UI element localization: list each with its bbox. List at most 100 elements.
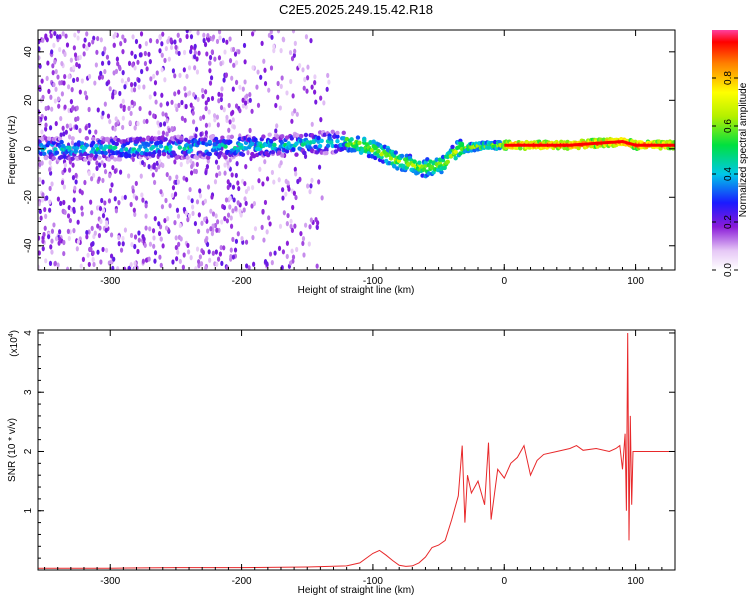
spectrogram-cell <box>316 135 321 141</box>
spectrogram-cell <box>278 223 283 229</box>
spectrogram-cell <box>114 116 118 122</box>
colorbar-ticks: 0.0 0.2 0.4 0.6 0.8 <box>712 71 738 277</box>
spectrogram-cell <box>119 147 124 153</box>
spectrogram-cell <box>208 80 213 86</box>
spectrogram-x-label: Height of straight line (km) <box>298 285 415 296</box>
colorbar-label: Normalized spectral amplitude <box>738 82 749 217</box>
spectrogram-cell <box>197 259 201 265</box>
spectrogram-cell <box>187 65 192 71</box>
spectrogram-cell <box>141 197 145 203</box>
spectrogram-cell <box>194 168 198 175</box>
spectrogram-cell <box>335 130 340 136</box>
spectrogram-cell <box>158 254 162 260</box>
spectrogram-cell <box>143 242 147 248</box>
spectrogram-cell <box>83 157 88 162</box>
spectrogram-cell <box>60 179 65 186</box>
x-tick-label: 0 <box>501 576 507 587</box>
spectrogram-cell <box>137 77 141 83</box>
spectrogram-cell <box>229 247 233 253</box>
spectrogram-cell <box>273 250 277 256</box>
spectrogram-cell <box>161 31 165 37</box>
spectrogram-cell <box>164 112 168 118</box>
spectrogram-cell <box>225 114 229 120</box>
spectrogram-cell <box>219 96 223 103</box>
spectrogram-cell <box>303 132 309 138</box>
spectrogram-cell <box>157 221 161 227</box>
spectrogram-cell <box>160 67 164 73</box>
spectrogram-cell <box>188 30 192 34</box>
spectrogram-cell <box>38 38 41 45</box>
spectrogram-cell <box>313 89 317 95</box>
spectrogram-cell <box>459 143 465 148</box>
spectrogram-cell <box>165 171 169 178</box>
spectrogram-cell <box>293 108 297 114</box>
spectrogram-cell <box>144 257 149 263</box>
spectrogram-cell <box>243 79 247 85</box>
spectrogram-cell <box>101 213 106 219</box>
spectrogram-cells <box>38 30 675 270</box>
spectrogram-cell <box>61 31 65 37</box>
spectrogram-cell <box>57 136 63 142</box>
spectrogram-cell <box>518 146 523 151</box>
spectrogram-cell <box>185 33 189 40</box>
spectrogram-cell <box>63 162 67 168</box>
spectrogram-cell <box>197 212 201 218</box>
spectrogram-cell <box>218 35 222 41</box>
spectrogram-cell <box>189 48 193 55</box>
spectrogram-cell <box>294 171 298 177</box>
spectrogram-cell <box>163 77 167 83</box>
spectrogram-cell <box>222 245 226 251</box>
spectrogram-cell <box>229 215 233 221</box>
spectrogram-cell <box>51 156 56 161</box>
spectrogram-cell <box>67 204 71 211</box>
spectrogram-cell <box>149 76 153 82</box>
spectrogram-cell <box>237 49 241 55</box>
spectrogram-cell <box>90 140 96 145</box>
spectrogram-cell <box>214 249 218 255</box>
spectrogram-cell <box>222 77 226 83</box>
snr-x-axis: -300 -200 -100 0 100 <box>44 330 676 587</box>
spectrogram-cell <box>56 96 61 102</box>
spectrogram-cell <box>147 256 151 262</box>
spectrogram-cell <box>151 228 156 234</box>
spectrogram-cell <box>51 140 56 145</box>
spectrogram-cell <box>260 40 264 46</box>
spectrogram-cell <box>59 154 64 160</box>
spectrogram-cell <box>281 187 285 193</box>
spectrogram-cell <box>286 180 290 186</box>
spectrogram-cell <box>161 130 166 136</box>
spectrogram-cell <box>197 263 201 269</box>
spectrogram-cell <box>206 37 211 43</box>
spectrogram-cell <box>158 139 164 145</box>
spectrogram-cell <box>244 188 249 195</box>
spectrogram-cell <box>175 207 180 213</box>
spectrogram-cell <box>50 106 54 112</box>
spectrogram-cell <box>261 209 265 215</box>
snr-series-line <box>38 332 675 569</box>
spectrogram-cell <box>170 126 174 132</box>
spectrogram-cell <box>290 248 294 254</box>
spectrogram-cell <box>182 252 186 258</box>
spectrogram-cell <box>322 100 326 106</box>
spectrogram-cell <box>252 200 256 207</box>
spectrogram-cell <box>90 176 94 182</box>
spectrogram-cell <box>59 115 63 122</box>
spectrogram-cell <box>44 122 48 128</box>
spectrogram-cell <box>103 200 107 206</box>
spectrogram-cell <box>164 197 168 204</box>
spectrogram-cell <box>100 60 105 66</box>
snr-y-label: SNR (10 * v/v) <box>7 418 18 482</box>
spectrogram-cell <box>217 91 221 97</box>
spectrogram-cell <box>182 206 186 213</box>
spectrogram-cell <box>319 138 324 143</box>
spectrogram-cell <box>160 41 164 47</box>
spectrogram-cell <box>203 41 208 48</box>
spectrogram-cell <box>244 239 249 245</box>
spectrogram-cell <box>290 56 295 62</box>
spectrogram-cell <box>159 189 163 195</box>
spectrogram-cell <box>68 167 72 173</box>
spectrogram-cell <box>244 164 248 170</box>
spectrogram-cell <box>56 196 61 202</box>
spectrogram-cell <box>80 211 84 217</box>
spectrogram-cell <box>87 261 91 268</box>
